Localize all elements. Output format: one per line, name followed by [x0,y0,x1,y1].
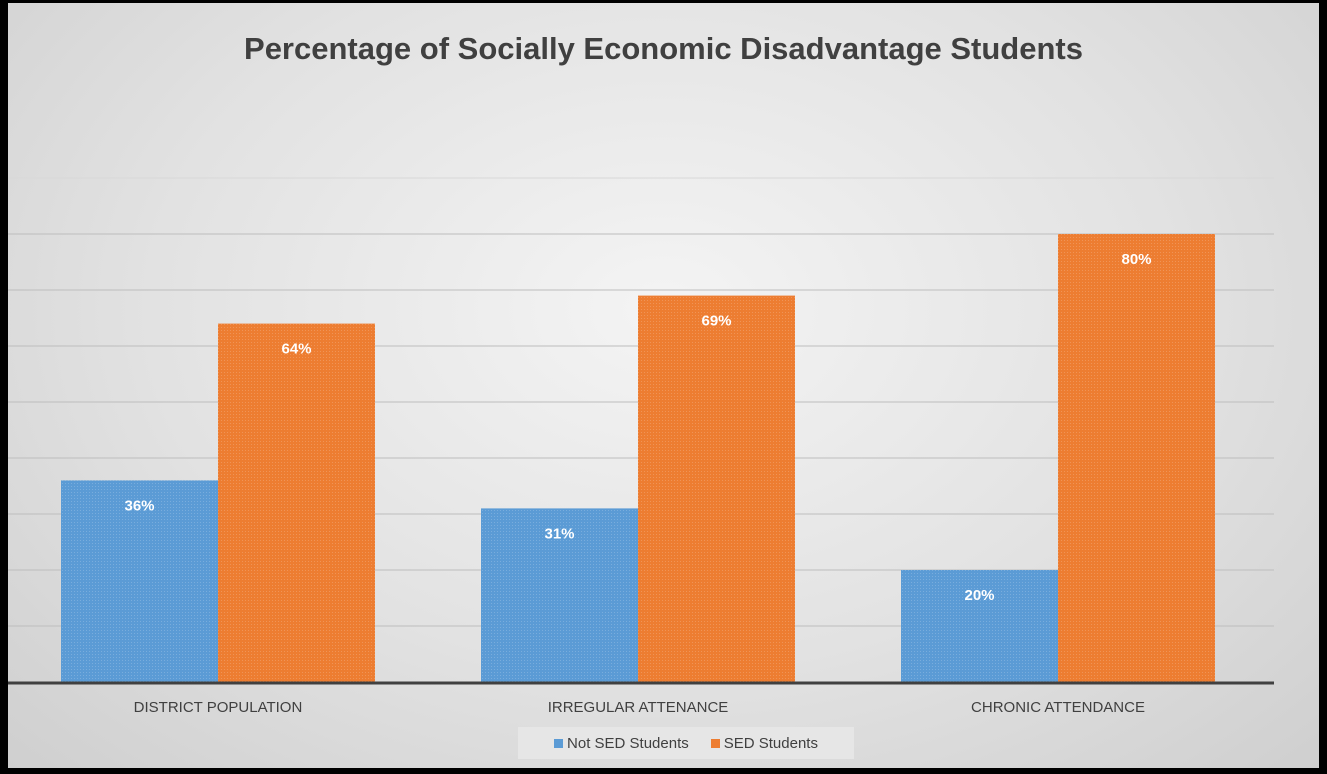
bar-texture-sed-chronic-attendance [1058,234,1215,682]
x-tick-district-population: DISTRICT POPULATION [134,699,303,716]
chart-frame: Percentage of Socially Economic Disadvan… [8,3,1319,768]
legend-item-not-sed: Not SED Students [554,735,689,752]
bars-group [61,234,1215,682]
bar-texture-sed-district-population [218,323,375,682]
legend-item-sed: SED Students [710,734,818,752]
data-label-not-sed-district-population: 36% [124,497,154,514]
legend: Not SED Students SED Students [518,727,854,759]
x-tick-chronic-attendance: CHRONIC ATTENDANCE [971,699,1145,716]
bar-texture-not-sed-district-population [61,480,218,682]
legend-swatch-not-sed [554,738,564,748]
bar-texture-not-sed-irregular-attendance [481,508,638,682]
data-label-not-sed-chronic-attendance: 20% [964,587,994,604]
data-label-sed-irregular-attendance: 69% [701,313,731,330]
bar-texture-not-sed-chronic-attendance [901,570,1058,682]
bar-texture-sed-irregular-attendance [638,295,795,682]
x-tick-irregular-attendance: IRREGULAR ATTENANCE [548,699,729,716]
legend-label-not-sed: Not SED Students [567,734,689,752]
legend-swatch-sed [710,738,720,748]
chart-title: Percentage of Socially Economic Disadvan… [244,31,1083,66]
data-label-sed-chronic-attendance: 80% [1121,251,1151,268]
legend-label-sed: SED Students [723,734,818,752]
data-label-sed-district-population: 64% [281,341,311,358]
x-tick-labels: DISTRICT POPULATION IRREGULAR ATTENANCE CH… [134,699,1145,716]
data-label-not-sed-irregular-attendance: 31% [544,525,574,542]
data-labels: 36% 64% 31% 69% 20% 80% [124,251,1151,604]
bar-chart: 36% 64% 31% 69% 20% 80% DISTRICT POPULATION IR… [8,177,1274,716]
